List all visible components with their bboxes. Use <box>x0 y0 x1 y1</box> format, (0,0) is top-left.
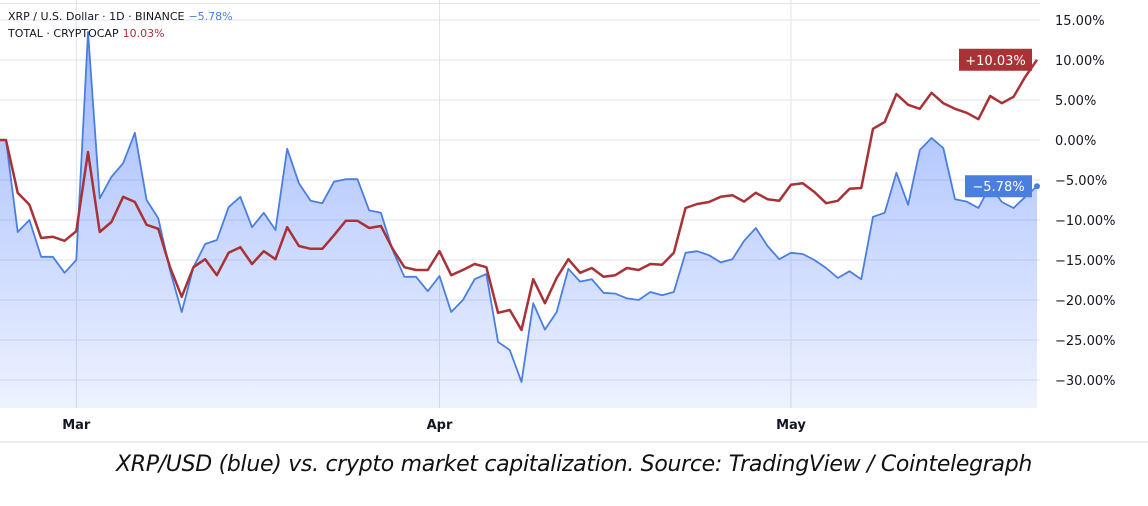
xrp-last-point <box>1034 183 1040 190</box>
y-tick-label: −5.00% <box>1055 174 1107 189</box>
y-tick-label: −30.00% <box>1055 374 1115 389</box>
xrp-area <box>0 32 1037 408</box>
legend-xrp-value: −5.78% <box>188 10 233 23</box>
y-tick-label: 15.00% <box>1055 14 1105 29</box>
y-tick-label: 5.00% <box>1055 94 1096 109</box>
last-value-badges: +10.03% −5.78% <box>959 48 1032 198</box>
y-tick-label: −20.00% <box>1055 294 1115 309</box>
series-lines <box>0 31 1040 383</box>
caption: XRP/USD (blue) vs. crypto market capital… <box>115 452 1033 477</box>
xrp-last-value-badge-text: −5.78% <box>972 180 1024 195</box>
legend-total[interactable]: TOTAL · CRYPTOCAP 10.03% <box>8 27 165 40</box>
chart: 15.00% 10.00% 5.00% 0.00% −5.00% −10.00% −15.0… <box>0 0 1148 445</box>
legend-total-label: TOTAL · CRYPTOCAP <box>8 27 119 40</box>
x-tick-label: Mar <box>62 418 91 433</box>
y-tick-label: −15.00% <box>1055 254 1115 269</box>
legend-total-value: 10.03% <box>122 27 165 40</box>
legend-xrp[interactable]: XRP / U.S. Dollar · 1D · BINANCE −5.78% <box>8 10 233 23</box>
legend-xrp-label: XRP / U.S. Dollar · 1D · BINANCE <box>8 10 185 23</box>
y-axis: 15.00% 10.00% 5.00% 0.00% −5.00% −10.00% −15.0… <box>1055 14 1115 389</box>
y-tick-label: 10.00% <box>1055 54 1105 69</box>
x-axis: Mar Apr May <box>0 418 1148 443</box>
x-tick-label: Apr <box>427 418 453 433</box>
total-last-value-badge-text: +10.03% <box>965 54 1025 69</box>
total-last-value-badge <box>959 48 1032 71</box>
y-tick-label: −25.00% <box>1055 334 1115 349</box>
total-cryptocap-line <box>0 59 1039 332</box>
xrp-last-value-badge <box>965 175 1032 198</box>
y-tick-label: 0.00% <box>1055 134 1096 149</box>
y-tick-label: −10.00% <box>1055 214 1115 229</box>
xrp-area-fill <box>0 32 1037 408</box>
x-tick-label: May <box>776 418 806 433</box>
